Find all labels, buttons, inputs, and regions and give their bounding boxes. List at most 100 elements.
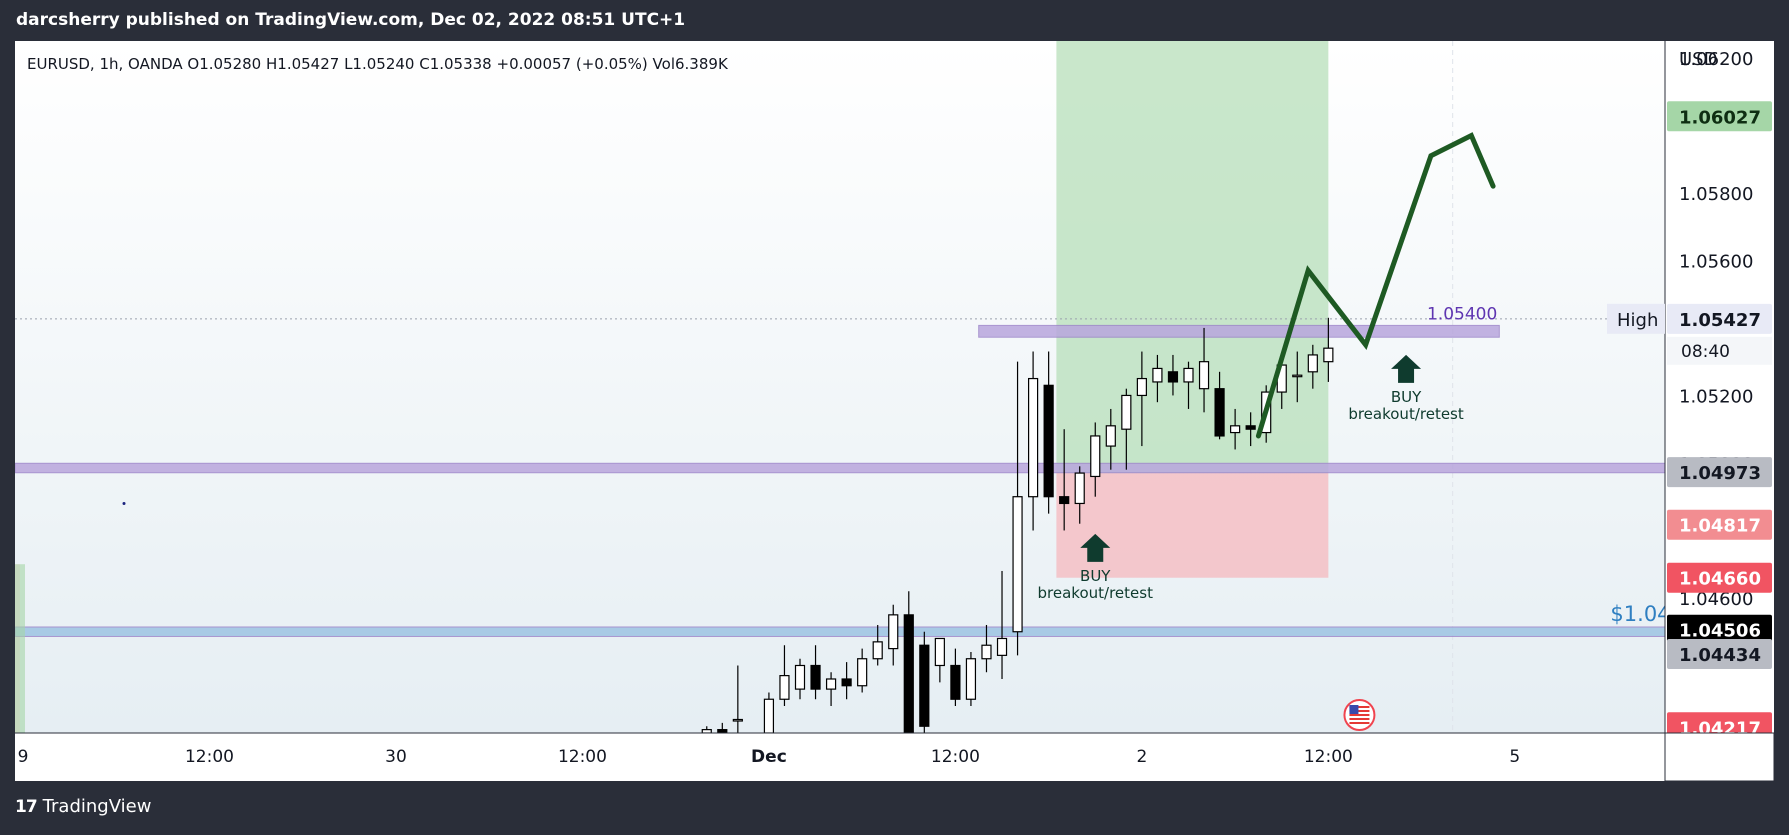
price-label: 1.05427: [1679, 310, 1761, 331]
price-label: 1.04434: [1679, 645, 1761, 666]
band-resistance-1.054: [978, 324, 1500, 338]
candle-body: [1074, 472, 1085, 505]
candle-body: [1059, 496, 1070, 505]
candle-body: [1043, 384, 1054, 498]
candle-body: [779, 675, 790, 700]
countdown-label: 08:40: [1681, 342, 1730, 362]
candle-body: [1292, 374, 1303, 378]
flag-canton: [1349, 705, 1359, 714]
annotation-buy: BUY: [1391, 388, 1422, 406]
price-tick-label: 1.05200: [1679, 386, 1753, 407]
time-tick-label: Dec: [751, 747, 787, 767]
candle-body: [1214, 388, 1225, 437]
tradingview-logo-icon[interactable]: 17: [15, 796, 38, 817]
candle-body: [1245, 425, 1256, 430]
zone-target: [1056, 41, 1329, 474]
flag-stripe: [1349, 714, 1370, 716]
candle-body: [919, 644, 930, 727]
time-tick-label: 12:00: [931, 747, 980, 767]
flag-stripe: [1349, 706, 1370, 708]
candle-body: [1090, 435, 1101, 478]
annotation-buy: BUY: [1080, 567, 1111, 585]
price-label-bg: [1667, 614, 1772, 645]
candle-body: [1183, 367, 1194, 383]
currency-label: USD: [1679, 49, 1717, 70]
candle-body: [794, 664, 806, 690]
candle-body: [763, 698, 775, 734]
time-tick-label: 12:00: [185, 747, 234, 767]
price-label: 1.06027: [1679, 107, 1761, 128]
left-edge-zone: [15, 564, 25, 733]
price-label-bg: [1667, 639, 1772, 670]
flag-stripe: [1349, 718, 1370, 720]
countdown-bg: [1667, 336, 1772, 365]
candle-body: [872, 641, 883, 660]
price-label: 1.04660: [1679, 569, 1761, 590]
candle-body: [717, 729, 728, 734]
flag-stripe: [1349, 722, 1370, 724]
price-label: 1.04973: [1679, 463, 1761, 484]
candle-body: [1230, 425, 1241, 434]
candle-body: [981, 644, 992, 660]
chart-dot: [122, 501, 126, 505]
high-label: High: [1617, 310, 1658, 331]
candle-body: [1027, 377, 1039, 498]
buy-arrow-icon: [1391, 354, 1422, 383]
candle-body: [1198, 361, 1210, 390]
annotation-breakout: breakout/retest: [1038, 584, 1154, 602]
flag-stripe: [1349, 710, 1370, 712]
candle-body: [701, 729, 712, 734]
time-tick-label: 12:00: [1304, 747, 1353, 767]
candle-body: [1323, 347, 1334, 363]
candle-body: [1121, 394, 1132, 430]
candle-body: [1152, 367, 1163, 383]
candle-body: [1012, 496, 1023, 633]
publish-header: darcsherry published on TradingView.com,…: [16, 10, 686, 30]
chart-frame: 1.054001.05000$1.04500 levelBUYbreakout/…: [15, 41, 1774, 781]
price-label-bg: [1667, 562, 1772, 593]
price-tick-label: 1.05800: [1679, 184, 1753, 205]
candle-body: [1167, 371, 1179, 383]
time-tick-label: 30: [385, 747, 407, 767]
high-label-bg: [1607, 303, 1665, 334]
band-label: 1.05400: [1427, 304, 1497, 324]
candle-body: [732, 718, 743, 722]
band-support-1.050: [15, 462, 1774, 474]
price-label-bg: [1667, 509, 1772, 540]
candle-body: [950, 664, 961, 700]
candle-body: [1136, 377, 1147, 397]
time-tick-label: 9: [18, 747, 29, 767]
candle-body: [825, 678, 837, 690]
time-tick-label: 2: [1136, 747, 1147, 767]
time-axis: [15, 733, 1665, 781]
price-label: 1.04817: [1679, 516, 1761, 537]
price-tick-label: 1.04600: [1679, 589, 1753, 610]
price-tick-label: 1.06200: [1679, 49, 1753, 70]
chart-canvas[interactable]: 1.054001.05000$1.04500 levelBUYbreakout/…: [15, 41, 1774, 781]
candle-body: [965, 658, 977, 700]
annotation-breakout: breakout/retest: [1348, 405, 1464, 423]
price-label: 1.04506: [1679, 621, 1761, 642]
price-label-bg: [1667, 457, 1772, 488]
zone-stop: [1056, 473, 1329, 578]
time-tick-label: 5: [1509, 747, 1520, 767]
candle-body: [1105, 425, 1116, 447]
projection-path: [1255, 132, 1496, 439]
candle-body: [810, 664, 821, 690]
candle-body: [888, 614, 899, 650]
candle-body: [841, 678, 852, 687]
buy-arrow-icon: [1080, 533, 1111, 562]
price-tick-label: 1.05600: [1679, 251, 1753, 272]
time-tick-label: 12:00: [558, 747, 607, 767]
price-label-bg: [1667, 303, 1772, 334]
price-axis: [1665, 41, 1774, 781]
candle-body: [903, 614, 914, 734]
footer-brand[interactable]: TradingView: [42, 796, 152, 817]
candle-body: [1307, 354, 1318, 373]
plot-background: [15, 41, 1774, 781]
price-label-bg: [1667, 101, 1772, 132]
candle-body: [857, 658, 868, 687]
axis-corner: [1664, 732, 1774, 781]
candle-body: [996, 637, 1008, 656]
symbol-info: EURUSD, 1h, OANDA O1.05280 H1.05427 L1.0…: [27, 55, 729, 73]
